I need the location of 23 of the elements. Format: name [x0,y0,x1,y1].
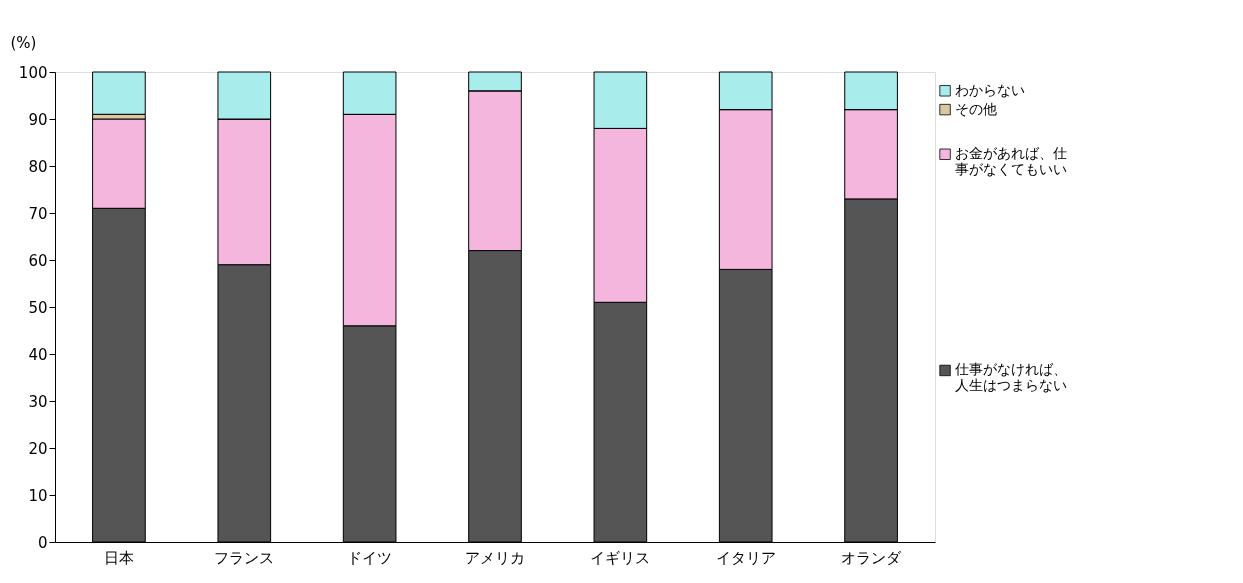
x-tick-label: フランス [214,548,275,567]
y-axis-title: (%) [10,33,37,52]
y-tick-label: 50 [28,298,48,317]
y-tick-label: 10 [28,486,48,505]
y-tick-label: 40 [28,345,48,364]
y-tick-label: 100 [18,63,48,82]
legend-label: お金があれば、仕事がなくてもいい [955,145,1068,178]
legend-label: わからない [955,81,1026,98]
y-tick-label: 60 [28,251,48,270]
x-tick-label: ドイツ [347,548,393,567]
y-tick-label: 90 [28,110,48,129]
x-tick-label: 日本 [103,548,134,567]
y-tick-label: 0 [37,533,48,552]
y-tick-label: 70 [28,204,48,223]
legend-label: 仕事がなければ、人生はつまらない [954,361,1068,394]
x-tick-label: イタリア [715,548,776,567]
x-tick-label: オランダ [841,548,903,567]
y-tick-label: 20 [28,439,48,458]
x-tick-label: アメリカ [465,548,525,567]
y-tick-label: 30 [28,392,48,411]
legend-label: その他 [955,100,998,117]
x-tick-label: イギリス [590,548,651,567]
y-tick-label: 80 [28,157,48,176]
